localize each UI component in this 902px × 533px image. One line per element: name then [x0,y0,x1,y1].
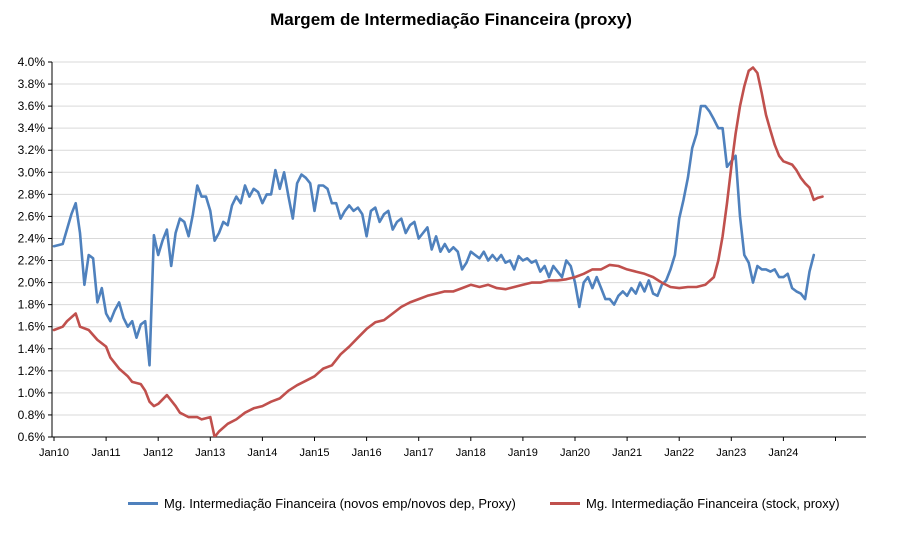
x-tick-label: Jan21 [612,447,642,459]
x-tick-label: Jan12 [143,447,173,459]
y-tick-label: 3.0% [18,165,46,179]
x-tick-label: Jan22 [664,447,694,459]
y-tick-label: 3.2% [18,143,46,157]
y-tick-label: 2.4% [18,231,46,245]
x-tick-label: Jan13 [195,447,225,459]
x-tick-labels: Jan10 Jan11 Jan12 Jan13 Jan14 Jan15 Jan16 Jan17… [39,447,798,459]
line-chart: 4.0% 3.8% 3.6% 3.4% 3.2% 3.0% 2.8% 2.6% 2.4% 2.2%… [18,55,866,459]
x-tick-label: Jan19 [508,447,538,459]
y-tick-label: 2.2% [18,254,46,268]
y-tick-label: 3.6% [18,99,46,113]
x-tick-label: Jan17 [404,447,434,459]
legend-label: Mg. Intermediação Financeira (novos emp/… [164,496,516,511]
legend-item-blue: Mg. Intermediação Financeira (novos emp/… [128,496,516,511]
axes [48,61,866,441]
y-tick-label: 1.0% [18,386,46,400]
y-tick-label: 2.0% [18,276,46,290]
legend-swatch-blue [128,502,158,505]
x-tick-label: Jan14 [247,447,277,459]
legend: Mg. Intermediação Financeira (novos emp/… [0,496,902,520]
y-tick-label: 1.2% [18,364,46,378]
series-lines [52,66,824,437]
x-tick-label: Jan16 [352,447,382,459]
x-tick-label: Jan24 [768,447,798,459]
y-tick-labels: 4.0% 3.8% 3.6% 3.4% 3.2% 3.0% 2.8% 2.6% 2.4% 2.2%… [18,55,46,444]
y-tick-label: 3.4% [18,121,46,135]
y-tick-label: 0.8% [18,408,46,422]
series-line-0 [52,104,816,367]
y-tick-label: 1.4% [18,342,46,356]
x-tick-label: Jan11 [92,447,121,459]
y-tick-label: 0.6% [18,430,46,444]
x-tick-label: Jan10 [39,447,69,459]
x-tick-label: Jan18 [456,447,486,459]
x-tick-label: Jan23 [716,447,746,459]
y-tick-label: 1.8% [18,298,46,312]
legend-item-red: Mg. Intermediação Financeira (stock, pro… [550,496,840,511]
y-tick-label: 3.8% [18,77,46,91]
y-tick-label: 4.0% [18,55,46,69]
chart-title: Margem de Intermediação Financeira (prox… [270,10,632,29]
x-tick-label: Jan15 [300,447,330,459]
y-tick-label: 2.6% [18,209,46,223]
legend-label: Mg. Intermediação Financeira (stock, pro… [586,496,840,511]
y-tick-label: 2.8% [18,187,46,201]
legend-swatch-red [550,502,580,505]
x-tick-label: Jan20 [560,447,590,459]
y-tick-label: 1.6% [18,320,46,334]
series-line-1 [52,66,824,437]
